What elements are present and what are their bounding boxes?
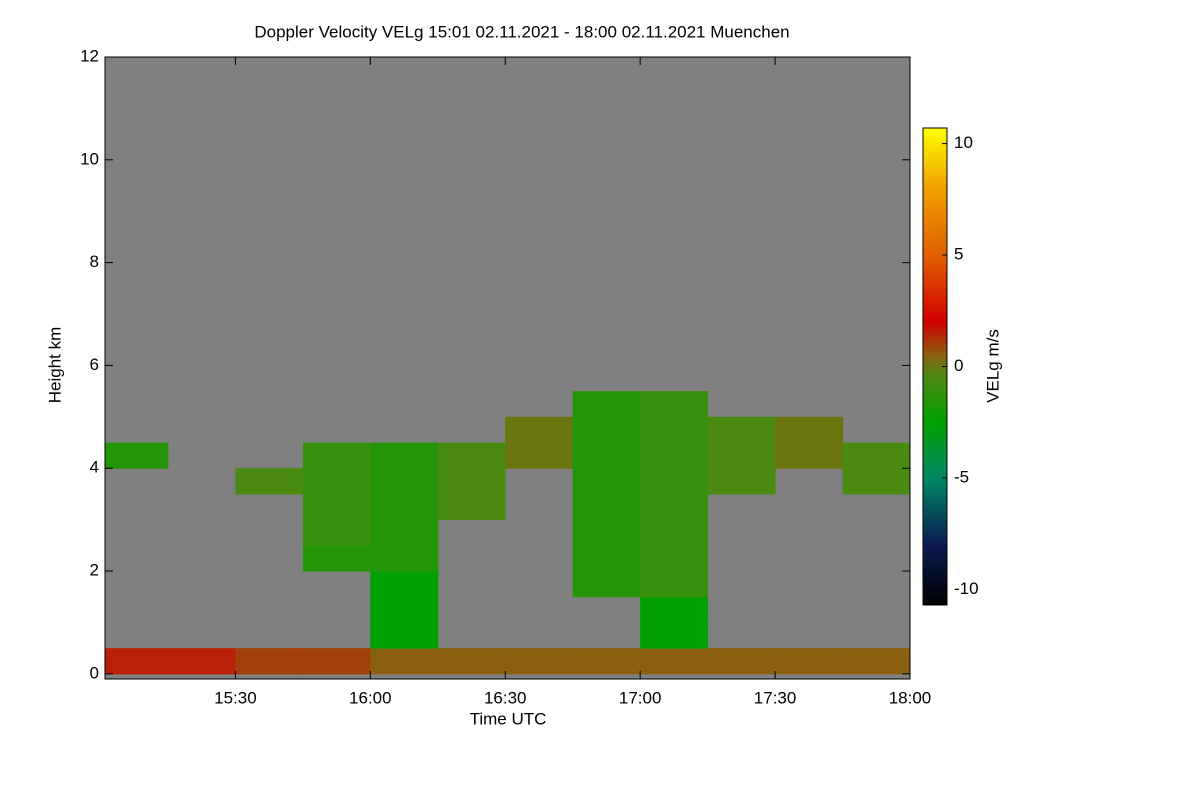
heatmap-cell [842, 442, 910, 469]
heatmap-cell [505, 416, 574, 444]
x-tick-label: 16:00 [349, 688, 392, 707]
heatmap-cell [235, 648, 304, 675]
heatmap-cell [640, 571, 709, 598]
heatmap-cell [707, 648, 776, 675]
colorbar-label: VELg m/s [983, 329, 1002, 403]
heatmap-cell [640, 596, 709, 623]
heatmap-cell [370, 622, 439, 649]
heatmap-cell [370, 596, 439, 623]
heatmap-cell [640, 545, 709, 572]
heatmap-cell [572, 545, 641, 572]
heatmap-cell [707, 442, 776, 469]
y-tick-label: 10 [80, 149, 99, 168]
heatmap-cell [640, 416, 709, 444]
heatmap-cell [572, 468, 641, 495]
heatmap-cell [572, 493, 641, 521]
heatmap-cell [775, 442, 844, 469]
y-tick-label: 12 [80, 46, 99, 65]
heatmap-cell [302, 648, 371, 675]
chart-title: Doppler Velocity VELg 15:01 02.11.2021 -… [254, 22, 789, 41]
heatmap-cell [370, 648, 439, 675]
heatmap-cells [105, 391, 910, 675]
heatmap-cell [640, 648, 709, 675]
plot-background [105, 57, 910, 679]
x-tick-label: 16:30 [484, 688, 527, 707]
heatmap-cell [572, 391, 641, 418]
heatmap-cell [640, 493, 709, 521]
y-tick-label: 8 [90, 252, 99, 271]
colorbar-tick-label: -10 [954, 579, 979, 598]
heatmap-cell [640, 442, 709, 469]
heatmap-cell [842, 648, 910, 675]
heatmap-cell [370, 571, 439, 598]
heatmap-cell [572, 648, 641, 675]
heatmap-cell [505, 442, 574, 469]
x-tick-label: 18:00 [889, 688, 932, 707]
heatmap-cell [640, 468, 709, 495]
heatmap-cell [370, 545, 439, 572]
heatmap-cell [640, 519, 709, 546]
y-tick-label: 6 [90, 355, 99, 374]
colorbar-tick-label: 0 [954, 356, 963, 375]
heatmap-cell [572, 442, 641, 469]
heatmap-cell [707, 416, 776, 444]
heatmap-cell [775, 648, 844, 675]
heatmap-cell [437, 442, 506, 469]
plot-frame [104, 56, 911, 680]
x-tick-label: 17:00 [619, 688, 662, 707]
heatmap-cell [842, 468, 910, 495]
heatmap-cell [370, 519, 439, 546]
heatmap-cell [370, 493, 439, 521]
colorbar-tick-label: 10 [954, 133, 973, 152]
x-axis-label: Time UTC [470, 709, 547, 728]
heatmap-cell [640, 622, 709, 649]
heatmap-cell [105, 442, 169, 469]
heatmap-cell [572, 519, 641, 546]
heatmap-cell [302, 545, 371, 572]
colorbar-tick-label: -5 [954, 467, 969, 486]
x-tick-label: 15:30 [214, 688, 257, 707]
heatmap-cell [370, 468, 439, 495]
heatmap-cell [437, 493, 506, 521]
heatmap-cell [105, 648, 169, 675]
heatmap-cell [235, 468, 304, 495]
heatmap-cell [437, 648, 506, 675]
heatmap-cell [505, 648, 574, 675]
heatmap-cell [370, 442, 439, 469]
y-tick-label: 2 [90, 561, 99, 580]
y-tick-label: 4 [90, 458, 99, 477]
colorbar-tick-label: 5 [954, 245, 963, 264]
heatmap-cell [167, 648, 236, 675]
heatmap-cell [640, 391, 709, 418]
heatmap-cell [302, 442, 371, 469]
x-tick-label: 17:30 [754, 688, 797, 707]
heatmap-cell [572, 416, 641, 444]
heatmap-cell [302, 519, 371, 546]
heatmap-cell [707, 468, 776, 495]
heatmap-cell [437, 468, 506, 495]
y-axis-label: Height km [45, 327, 64, 404]
heatmap-cell [302, 493, 371, 521]
heatmap-cell [302, 468, 371, 495]
heatmap-cell [775, 416, 844, 444]
heatmap-cell [572, 571, 641, 598]
y-tick-label: 0 [90, 663, 99, 682]
